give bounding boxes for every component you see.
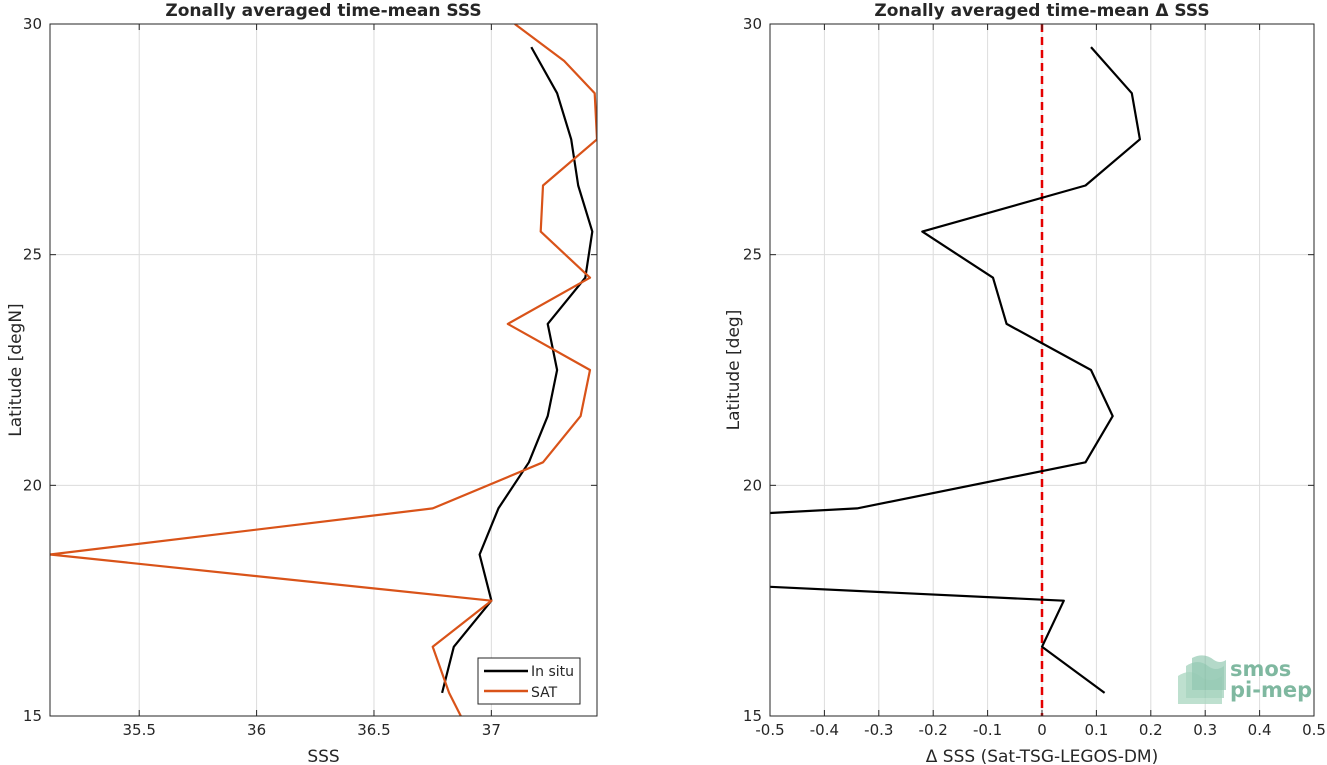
y-tick-label: 30	[743, 15, 762, 33]
y-tick-label: 15	[743, 707, 762, 725]
left-series-group	[50, 24, 597, 716]
legend-label-in-situ: In situ	[531, 664, 574, 680]
logo-text-line1: smos	[1230, 657, 1291, 681]
x-tick-label: -0.2	[919, 721, 948, 739]
smos-pi-mep-logo: smos pi-mep	[1178, 655, 1312, 704]
left-axes-box	[49, 23, 598, 717]
x-tick-label: -0.1	[973, 721, 1002, 739]
x-tick-label: 0.4	[1248, 721, 1272, 739]
x-tick-label: 37	[482, 721, 501, 739]
right-x-axis-label: Δ SSS (Sat-TSG-LEGOS-DM)	[926, 747, 1158, 765]
delta-sss-series-line	[770, 585, 1106, 694]
right-series-group	[770, 24, 1141, 716]
left-plot-area	[50, 24, 597, 716]
legend-label-sat: SAT	[531, 685, 558, 701]
in-situ-series-line	[441, 46, 594, 694]
logo-wave-icon	[1178, 655, 1226, 704]
legend-box	[477, 657, 581, 705]
sat-series-line	[50, 24, 597, 716]
x-tick-label: 35.5	[123, 721, 156, 739]
x-tick-label: 36	[247, 721, 266, 739]
left-y-axis-label: Latitude [degN]	[6, 303, 26, 436]
x-tick-label: -0.3	[864, 721, 893, 739]
y-tick-label: 20	[743, 476, 762, 494]
y-tick-label: 30	[23, 15, 42, 33]
y-tick-label: 15	[23, 707, 42, 725]
x-tick-label: 0	[1037, 721, 1047, 739]
left-x-axis-label: SSS	[307, 747, 339, 765]
right-chart-title: Zonally averaged time-mean Δ SSS	[874, 1, 1209, 21]
y-tick-label: 20	[23, 476, 42, 494]
x-tick-label: 36.5	[357, 721, 390, 739]
x-tick-label: 0.1	[1084, 721, 1108, 739]
x-tick-label: 0.3	[1193, 721, 1217, 739]
legend: In situ SAT	[477, 657, 581, 705]
x-tick-label: 0.5	[1302, 721, 1326, 739]
y-tick-label: 25	[23, 246, 42, 264]
right-chart-panel: -0.5 -0.4 -0.3 -0.2 -0.1 0 0.1 0.2 0.3 0.4 0.5 15 20…	[724, 1, 1326, 765]
right-ticks: -0.5 -0.4 -0.3 -0.2 -0.1 0 0.1 0.2 0.3 0.4 0.5 15 20…	[743, 15, 1326, 739]
x-tick-label: 0.2	[1139, 721, 1163, 739]
x-tick-label: -0.5	[755, 721, 784, 739]
left-chart-panel: 35.5 36 36.5 37 15 20 25 30 Zonally averaged ti…	[6, 1, 598, 765]
y-tick-label: 25	[743, 246, 762, 264]
delta-sss-series-line	[770, 46, 1141, 515]
left-ticks: 35.5 36 36.5 37 15 20 25 30	[23, 15, 597, 739]
left-chart-title: Zonally averaged time-mean SSS	[165, 1, 481, 21]
logo-text-line2: pi-mep	[1230, 678, 1312, 702]
right-y-axis-label: Latitude [deg]	[724, 310, 744, 431]
x-tick-label: -0.4	[810, 721, 839, 739]
